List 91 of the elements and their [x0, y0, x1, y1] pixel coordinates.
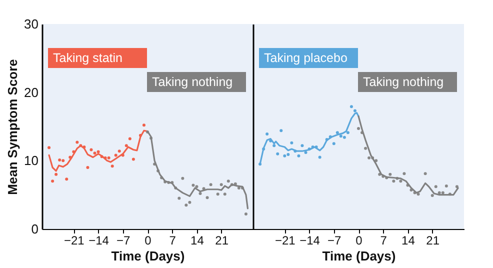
point — [368, 156, 371, 160]
point — [128, 137, 132, 140]
point — [399, 180, 402, 183]
point — [65, 178, 68, 181]
point — [209, 183, 212, 186]
x-axis-title: Time (Days) — [111, 248, 185, 264]
point — [178, 196, 181, 200]
point — [402, 172, 406, 176]
annotation: Taking nothing — [152, 75, 233, 89]
y-tick-label: 0 — [31, 222, 38, 236]
point — [318, 156, 322, 159]
point — [336, 131, 339, 134]
point — [266, 132, 269, 136]
y-tick-label: 20 — [24, 84, 38, 100]
point — [188, 200, 192, 204]
point — [332, 142, 336, 146]
point — [339, 134, 342, 138]
point — [388, 172, 392, 176]
point — [272, 144, 276, 148]
point — [346, 131, 350, 134]
point — [118, 150, 121, 153]
point — [206, 196, 209, 200]
point — [441, 191, 444, 194]
point — [286, 153, 290, 156]
point — [216, 192, 220, 196]
point — [93, 152, 96, 155]
point — [220, 183, 223, 186]
point — [276, 152, 280, 156]
line-series — [48, 130, 148, 172]
point — [51, 180, 54, 183]
point — [350, 105, 353, 108]
point — [110, 164, 114, 168]
x-tick-label: 14 — [190, 234, 204, 248]
point — [237, 186, 240, 190]
y-tick-label: 10 — [24, 153, 38, 168]
annotation: Taking placebo — [264, 51, 348, 65]
point — [280, 129, 283, 132]
point — [223, 192, 226, 196]
point — [96, 150, 100, 154]
x-tick-label: 7 — [169, 234, 176, 248]
point — [198, 192, 202, 195]
point — [297, 154, 300, 158]
point — [283, 154, 286, 158]
x-tick-label: 14 — [402, 234, 416, 248]
point — [290, 141, 294, 144]
point — [48, 146, 51, 150]
point — [195, 185, 198, 188]
point — [124, 144, 128, 148]
x-tick-label: −14 — [300, 234, 320, 248]
point — [444, 184, 448, 188]
point — [342, 136, 346, 139]
point — [58, 158, 62, 162]
line-series — [146, 130, 249, 210]
point — [438, 191, 441, 194]
point — [434, 185, 438, 188]
point — [226, 180, 230, 183]
point — [357, 127, 360, 130]
y-tick-label: 30 — [24, 16, 38, 32]
point — [142, 124, 146, 127]
x-tick-label: −21 — [274, 234, 296, 248]
point — [76, 140, 79, 144]
point — [192, 184, 195, 187]
x-tick-label: 21 — [215, 234, 229, 248]
point — [300, 144, 304, 148]
x-tick-label: −14 — [88, 234, 110, 248]
x-axis-title: Time (Days) — [322, 248, 396, 264]
point — [132, 158, 135, 161]
point — [54, 172, 58, 176]
point — [86, 166, 90, 169]
point — [90, 148, 93, 152]
x-tick-label: 0 — [144, 234, 152, 248]
y-axis-title: Mean Symptom Score — [5, 59, 20, 195]
x-tick-label: 0 — [356, 234, 363, 248]
x-tick-label: −21 — [64, 234, 85, 248]
point — [114, 154, 118, 157]
x-tick-label: −7 — [116, 234, 131, 248]
point — [353, 109, 356, 112]
point — [364, 146, 368, 150]
point — [244, 212, 248, 216]
point — [430, 194, 434, 198]
annotation: Taking nothing — [363, 75, 444, 89]
x-tick-label: −7 — [328, 234, 342, 248]
x-tick-label: 21 — [426, 234, 440, 248]
point — [107, 156, 110, 160]
point — [181, 176, 184, 180]
point — [184, 204, 188, 207]
annotation: Taking statin — [53, 51, 123, 65]
point — [392, 180, 396, 183]
point — [62, 159, 65, 162]
x-tick-label: 7 — [380, 234, 388, 248]
point — [424, 172, 427, 176]
